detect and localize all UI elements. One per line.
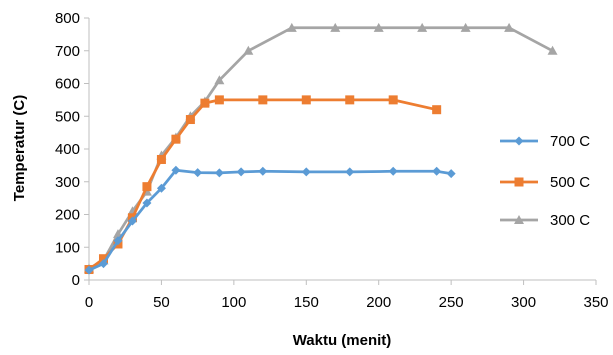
y-tick-label: 400 xyxy=(55,141,80,158)
x-tick-label: 0 xyxy=(85,294,93,311)
x-tick-label: 350 xyxy=(583,294,608,311)
x-tick-label: 50 xyxy=(153,294,170,311)
data-point-700-c xyxy=(301,167,311,177)
data-point-700-c xyxy=(388,166,398,176)
x-tick-label: 100 xyxy=(221,294,246,311)
x-tick-label: 200 xyxy=(366,294,391,311)
data-point-300-c xyxy=(286,22,297,32)
x-tick-label: 150 xyxy=(294,294,319,311)
data-point-700-c xyxy=(98,259,108,269)
legend-label: 500 C xyxy=(550,174,590,191)
data-point-500-c xyxy=(98,254,108,264)
y-tick-label: 500 xyxy=(55,108,80,125)
x-tick-label: 300 xyxy=(511,294,536,311)
series-300-c xyxy=(84,22,558,273)
data-point-500-c xyxy=(345,95,355,105)
series-line-700-c xyxy=(88,168,452,272)
legend-swatch-marker xyxy=(514,215,524,224)
data-point-300-c xyxy=(214,75,225,85)
y-tick-label: 0 xyxy=(72,272,80,289)
data-point-700-c xyxy=(446,169,456,179)
data-point-700-c xyxy=(84,265,94,275)
legend-item-500-c: 500 C xyxy=(500,174,590,191)
data-point-500-c xyxy=(142,182,152,192)
data-point-500-c xyxy=(156,154,166,164)
y-tick-label: 700 xyxy=(55,43,80,60)
data-point-500-c xyxy=(185,115,195,125)
data-point-300-c xyxy=(330,22,341,32)
y-tick-label: 200 xyxy=(55,207,80,224)
y-tick-label: 800 xyxy=(55,10,80,27)
data-point-700-c xyxy=(156,183,166,193)
y-tick-label: 600 xyxy=(55,76,80,93)
data-point-700-c xyxy=(214,168,224,178)
x-tick-label: 250 xyxy=(439,294,464,311)
data-point-300-c xyxy=(460,22,471,32)
legend-label: 700 C xyxy=(550,133,590,150)
data-point-700-c xyxy=(258,166,268,176)
data-point-300-c xyxy=(547,45,558,55)
data-point-300-c xyxy=(373,22,384,32)
data-point-500-c xyxy=(214,95,224,105)
data-point-700-c xyxy=(113,236,123,246)
x-axis-title: Waktu (menit) xyxy=(293,332,392,349)
data-point-300-c xyxy=(417,22,428,32)
data-point-500-c xyxy=(258,95,268,105)
legend-label: 300 C xyxy=(550,212,590,229)
data-point-500-c xyxy=(432,105,442,115)
y-tick-label: 300 xyxy=(55,174,80,191)
series-line-500-c xyxy=(88,98,438,271)
data-point-300-c xyxy=(504,22,515,32)
legend-swatch-marker xyxy=(514,177,524,187)
data-point-700-c xyxy=(345,167,355,177)
data-point-500-c xyxy=(171,134,181,144)
data-point-500-c xyxy=(200,98,210,108)
data-point-700-c xyxy=(193,168,203,178)
y-tick-label: 100 xyxy=(55,239,80,256)
data-point-500-c xyxy=(301,95,311,105)
data-point-700-c xyxy=(236,167,246,177)
data-point-700-c xyxy=(127,216,137,226)
data-point-700-c xyxy=(142,198,152,208)
data-point-700-c xyxy=(432,166,442,176)
y-axis-title: Temperatur (C) xyxy=(11,95,28,201)
data-point-500-c xyxy=(388,95,398,105)
legend-swatch-marker xyxy=(514,136,524,146)
series-line-300-c xyxy=(88,26,554,270)
legend-item-700-c: 700 C xyxy=(500,133,590,150)
series-700-c xyxy=(84,165,456,275)
series-500-c xyxy=(84,95,442,275)
legend-item-300-c: 300 C xyxy=(500,212,590,229)
data-point-700-c xyxy=(171,165,181,175)
data-point-300-c xyxy=(243,45,254,55)
